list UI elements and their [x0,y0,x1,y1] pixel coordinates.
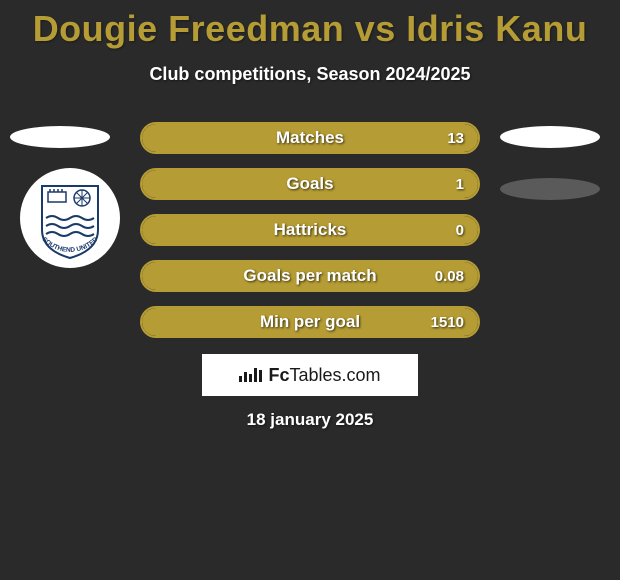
snapshot-date: 18 january 2025 [0,410,620,430]
right-player-ellipse-top [500,126,600,148]
logo-bar-segment [239,376,242,382]
stat-row: Matches 13 [140,122,480,154]
stat-value: 0.08 [435,268,464,285]
stat-value: 13 [447,130,464,147]
page-subtitle: Club competitions, Season 2024/2025 [0,64,620,85]
stat-bars: Matches 13 Goals 1 Hattricks 0 Goals per match… [140,122,480,352]
logo-bars-icon [239,368,264,382]
logo-suffix: Tables.com [289,365,380,386]
stat-value: 1510 [431,314,464,331]
stat-label: Matches [276,128,344,148]
left-player-ellipse [10,126,110,148]
logo-bar-segment [249,374,252,382]
stat-label: Goals per match [243,266,376,286]
fctables-logo: FcTables.com [202,354,418,396]
stat-row: Goals 1 [140,168,480,200]
stat-label: Min per goal [260,312,360,332]
stat-row: Min per goal 1510 [140,306,480,338]
page-title: Dougie Freedman vs Idris Kanu [0,0,620,50]
logo-bar-segment [259,370,262,382]
stat-value: 0 [456,222,464,239]
logo-text: FcTables.com [239,365,380,386]
stat-row: Hattricks 0 [140,214,480,246]
logo-bar-segment [244,372,247,382]
stat-value: 1 [456,176,464,193]
stat-label: Goals [286,174,333,194]
logo-prefix: Fc [268,365,289,386]
stat-row: Goals per match 0.08 [140,260,480,292]
stat-label: Hattricks [274,220,347,240]
right-player-ellipse-bottom [500,178,600,200]
crest-svg: SOUTHEND UNITED [20,168,120,268]
logo-bar-segment [254,368,257,382]
club-crest: SOUTHEND UNITED [20,168,120,268]
comparison-infographic: Dougie Freedman vs Idris Kanu Club compe… [0,0,620,580]
